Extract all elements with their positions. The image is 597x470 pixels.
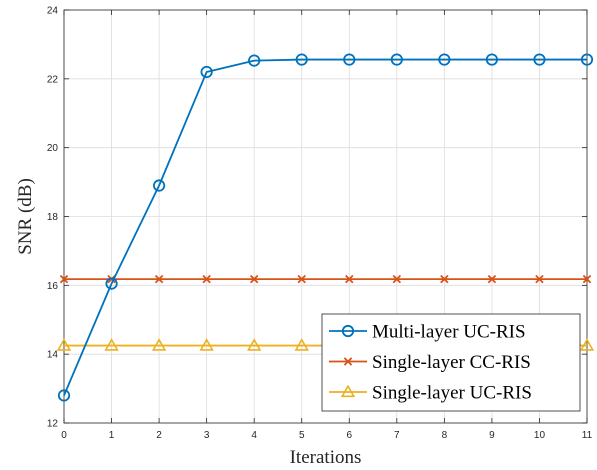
data-point [297,274,306,284]
y-tick-label: 12 [47,419,59,430]
legend-label: Single-layer UC-RIS [372,383,532,404]
data-point [247,338,262,351]
data-point [57,389,71,402]
y-tick-label: 22 [47,74,59,85]
x-tick-label: 7 [394,430,400,441]
y-axis-title: SNR (dB) [15,178,36,255]
data-point [248,54,261,67]
x-marker-stroke [392,274,402,284]
data-point [152,179,166,192]
x-marker-stroke [297,274,306,284]
x-axis-title: Iterations [290,447,362,468]
data-point [199,338,214,351]
data-point [580,53,594,66]
x-marker-stroke [440,274,449,284]
legend-item-single-layer-uc-ris: Single-layer UC-RIS [329,383,532,404]
data-point [392,274,402,284]
data-point [343,53,356,66]
legend-item-single-layer-cc-ris: Single-layer CC-RIS [329,352,531,373]
data-point [390,53,403,66]
x-tick-label: 3 [204,430,210,441]
x-marker-stroke [345,274,354,284]
data-point [104,338,119,351]
legend-label: Single-layer CC-RIS [372,352,531,373]
data-point [485,53,499,66]
data-point [487,274,497,284]
x-marker-stroke [154,274,164,284]
legend-marker [340,384,356,398]
y-tick-label: 18 [47,212,59,223]
x-marker-stroke [582,274,592,284]
x-tick-label: 10 [534,430,546,441]
data-point [59,274,69,284]
data-point [56,338,72,351]
x-tick-label: 8 [442,430,448,441]
x-marker-stroke [249,274,259,284]
legend-marker [341,324,355,338]
series-multi-layer-uc-ris [57,53,594,402]
data-point [438,53,451,66]
data-point [294,338,309,351]
legend-marker [343,357,353,366]
data-point [295,53,308,66]
x-tick-label: 1 [109,430,115,441]
data-point [535,274,544,284]
data-point [154,274,164,284]
x-marker-stroke [535,274,544,284]
data-point [202,274,211,284]
x-tick-label: 9 [489,430,495,441]
x-tick-label: 11 [582,430,593,441]
x-tick-label: 2 [156,430,162,441]
data-point [440,274,449,284]
series-line [63,58,587,396]
x-tick-label: 4 [251,430,257,441]
x-tick-label: 6 [346,430,352,441]
legend-label: Multi-layer UC-RIS [372,322,526,343]
x-tick-label: 0 [61,430,67,441]
x-marker-stroke [202,274,211,284]
y-tick-label: 20 [47,143,59,154]
legend-item-multi-layer-uc-ris: Multi-layer UC-RIS [329,322,526,343]
y-axis-ticks: 12 14 16 18 20 22 24 [47,6,587,430]
data-point [249,274,259,284]
data-point [582,274,592,284]
y-tick-label: 24 [47,6,59,17]
data-point [533,53,546,66]
data-point [345,274,354,284]
x-marker-stroke [487,274,497,284]
y-tick-label: 14 [47,350,59,361]
x-marker-stroke [59,274,69,284]
y-tick-label: 16 [47,281,59,292]
x-tick-label: 5 [299,430,305,441]
x-marker-stroke [343,357,353,366]
data-point [579,338,595,351]
x-axis-ticks: 0 1 2 3 4 5 6 7 8 9 10 11 [61,10,593,441]
data-point [105,277,118,290]
legend: Multi-layer UC-RIS Single-layer CC-RIS Sin… [321,313,581,412]
data-point [200,65,213,79]
data-point [151,338,167,351]
